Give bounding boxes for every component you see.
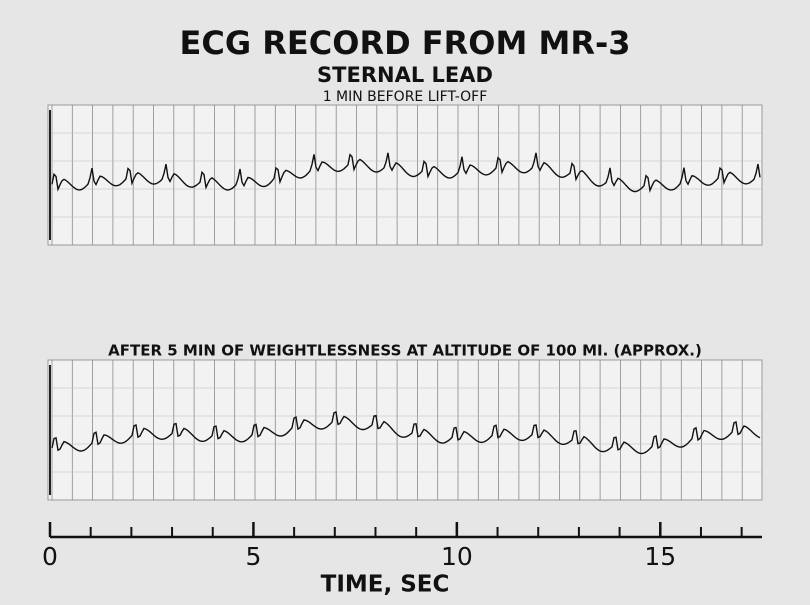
x-tick-label: 5 <box>245 542 261 571</box>
x-tick-label: 10 <box>441 542 473 571</box>
ecg-strip <box>48 105 762 245</box>
subtitle: STERNAL LEAD <box>317 63 493 87</box>
ecg-strip <box>48 360 762 500</box>
panel-label: AFTER 5 MIN OF WEIGHTLESSNESS AT ALTITUD… <box>108 342 702 360</box>
title: ECG RECORD FROM MR-3 <box>180 24 631 62</box>
x-axis-label: TIME, SEC <box>321 572 450 598</box>
figure: ECG RECORD FROM MR-3 STERNAL LEAD 1 MIN … <box>0 0 810 605</box>
x-tick-label: 0 <box>42 542 58 571</box>
x-tick-label: 15 <box>644 542 676 571</box>
panel-label: 1 MIN BEFORE LIFT-OFF <box>323 89 488 105</box>
